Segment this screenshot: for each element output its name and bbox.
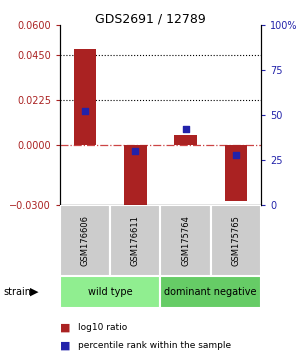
Text: percentile rank within the sample: percentile rank within the sample [78,341,231,350]
Text: wild type: wild type [88,287,133,297]
Bar [225,145,247,201]
Text: GSM176606: GSM176606 [81,215,90,266]
Text: GSM176611: GSM176611 [131,215,140,266]
Point [83,109,88,114]
Text: ■: ■ [60,322,70,332]
Point [133,148,138,154]
Text: dominant negative: dominant negative [164,287,257,297]
Bar [74,49,96,145]
Bar [211,205,261,276]
Bar [174,135,197,145]
Point [233,152,238,158]
Bar [160,205,211,276]
Text: GSM175764: GSM175764 [181,215,190,266]
Text: GDS2691 / 12789: GDS2691 / 12789 [94,12,206,25]
Bar [160,276,261,308]
Point [183,127,188,132]
Text: log10 ratio: log10 ratio [78,323,127,332]
Text: ▶: ▶ [30,287,38,297]
Bar [60,205,110,276]
Bar [60,276,160,308]
Bar [110,205,160,276]
Text: ■: ■ [60,340,70,350]
Bar [124,145,147,211]
Text: strain: strain [3,287,31,297]
Text: GSM175765: GSM175765 [231,215,240,266]
